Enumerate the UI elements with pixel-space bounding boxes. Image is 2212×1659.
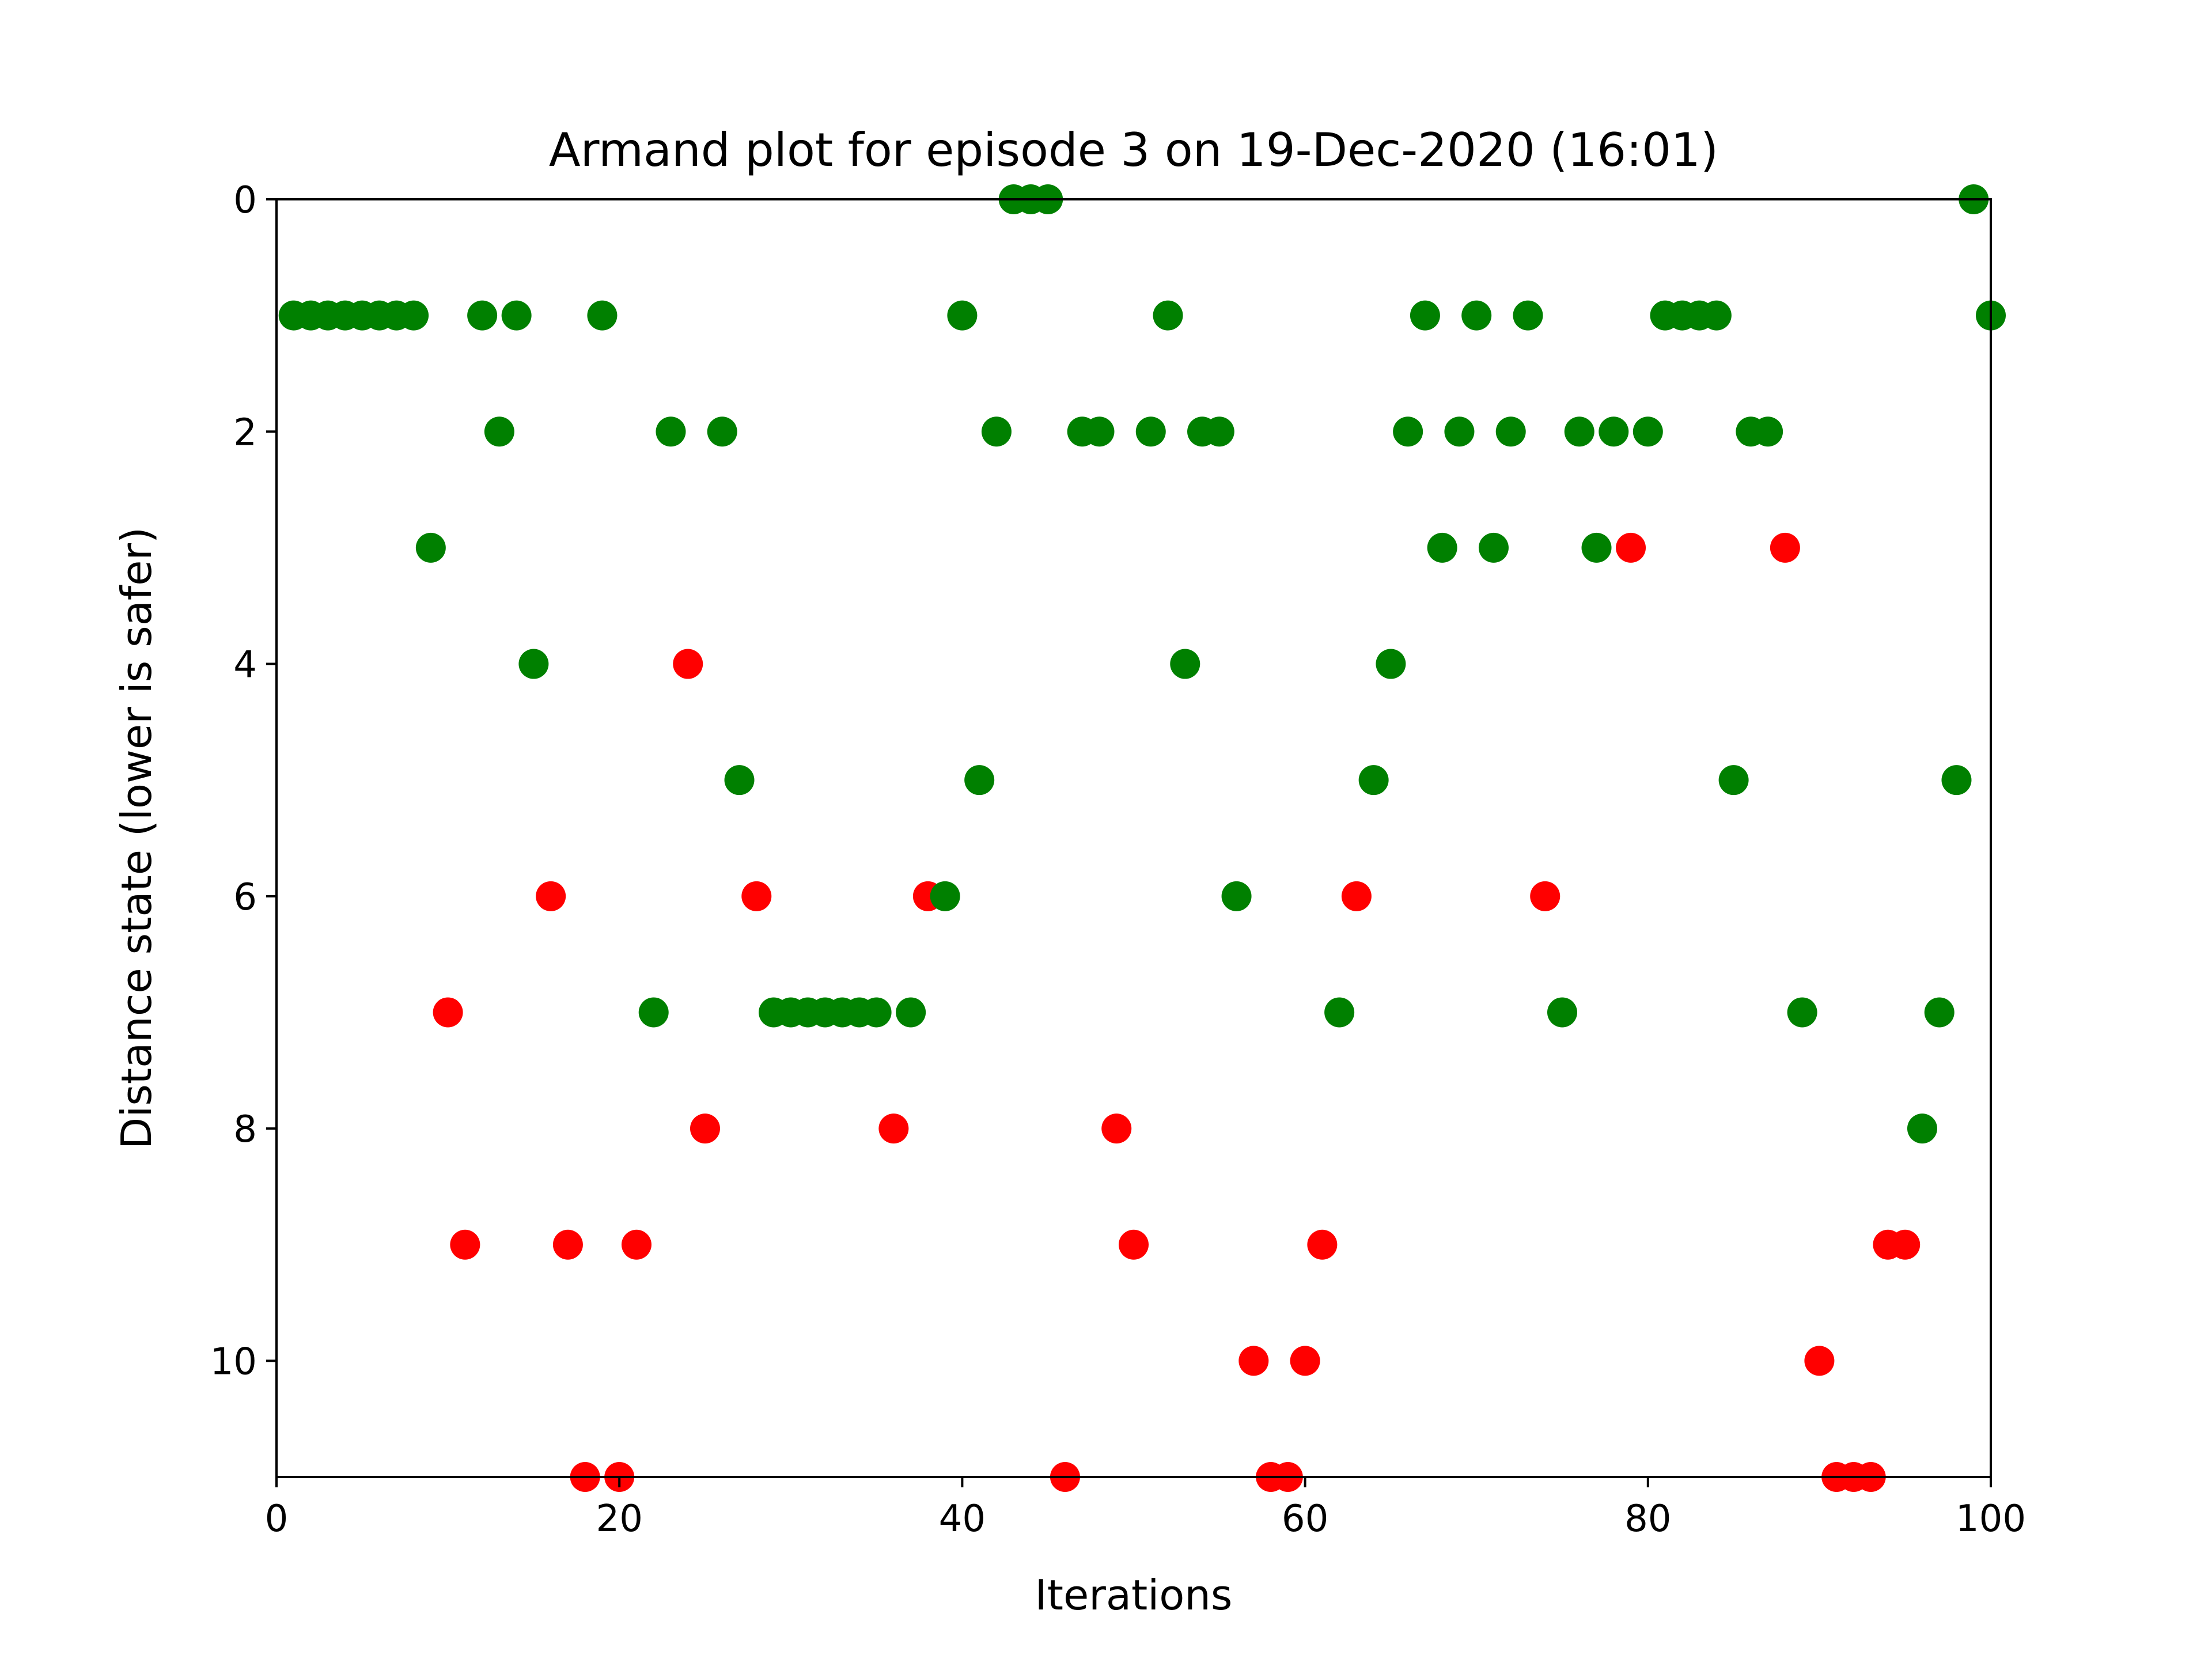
data-point-green <box>1358 765 1389 796</box>
data-point-green <box>1718 765 1749 796</box>
data-point-green <box>1376 649 1406 679</box>
data-point-red <box>1770 532 1800 563</box>
data-point-green <box>1599 416 1629 447</box>
y-tick-label: 6 <box>233 876 257 919</box>
data-point-green <box>1084 416 1115 447</box>
x-tick-label: 20 <box>596 1498 642 1540</box>
data-point-red <box>1119 1229 1149 1260</box>
data-point-red <box>1804 1346 1835 1376</box>
data-point-green <box>1633 416 1663 447</box>
data-point-red <box>878 1113 909 1144</box>
x-axis-label: Iterations <box>1035 1571 1233 1619</box>
data-point-green <box>861 997 892 1028</box>
data-point-red <box>1341 881 1372 911</box>
data-point-red <box>673 649 703 679</box>
data-point-red <box>1530 881 1560 911</box>
y-tick-label: 8 <box>233 1108 257 1151</box>
data-point-red <box>536 881 566 911</box>
data-point-green <box>1581 532 1612 563</box>
plot-frame <box>275 198 1992 1478</box>
data-point-green <box>1444 416 1475 447</box>
data-point-red <box>1101 1113 1132 1144</box>
data-point-red <box>1890 1229 1921 1260</box>
data-point-green <box>1461 300 1492 331</box>
data-point-green <box>1924 997 1955 1028</box>
data-point-green <box>1787 997 1817 1028</box>
data-point-green <box>1907 1113 1937 1144</box>
data-point-green <box>1564 416 1594 447</box>
y-tick-label: 10 <box>210 1340 257 1383</box>
data-point-green <box>724 765 755 796</box>
data-point-red <box>552 1229 583 1260</box>
data-point-green <box>1941 765 1972 796</box>
data-point-green <box>1135 416 1166 447</box>
data-point-green <box>638 997 669 1028</box>
x-axis-ticks: 0 20 40 60 80 100 <box>265 1477 2026 1540</box>
data-point-red <box>1290 1346 1320 1376</box>
data-point-green <box>484 416 514 447</box>
data-point-green <box>930 881 960 911</box>
x-tick-label: 40 <box>939 1498 986 1540</box>
data-point-green <box>1547 997 1577 1028</box>
data-point-green <box>1170 649 1200 679</box>
data-point-red <box>1616 532 1646 563</box>
data-point-green <box>981 416 1012 447</box>
data-point-red <box>621 1229 652 1260</box>
points-layer <box>278 184 2006 1492</box>
data-point-green <box>1701 300 1732 331</box>
data-point-red <box>433 997 463 1028</box>
chart-title: Armand plot for episode 3 on 19-Dec-2020… <box>549 123 1718 177</box>
data-point-red <box>1238 1346 1269 1376</box>
x-tick-label: 80 <box>1624 1498 1671 1540</box>
data-point-green <box>707 416 737 447</box>
x-tick-label: 60 <box>1282 1498 1328 1540</box>
y-axis-ticks: 0 2 4 6 8 10 <box>210 179 276 1383</box>
data-point-green <box>1204 416 1234 447</box>
data-point-green <box>1393 416 1423 447</box>
data-point-green <box>1753 416 1783 447</box>
y-axis-label: Distance state (lower is safer) <box>112 527 161 1149</box>
data-point-red <box>1307 1229 1338 1260</box>
data-point-green <box>1495 416 1526 447</box>
data-point-green <box>964 765 995 796</box>
data-point-red <box>690 1113 720 1144</box>
data-point-green <box>1324 997 1355 1028</box>
x-tick-label: 100 <box>1956 1498 2026 1540</box>
data-point-red <box>450 1229 480 1260</box>
data-point-green <box>467 300 498 331</box>
data-point-red <box>741 881 772 911</box>
data-point-green <box>415 532 446 563</box>
data-point-green <box>1221 881 1252 911</box>
data-point-green <box>501 300 532 331</box>
x-tick-label: 0 <box>265 1498 289 1540</box>
data-point-green <box>656 416 686 447</box>
data-point-green <box>1153 300 1183 331</box>
y-tick-label: 4 <box>233 644 257 687</box>
y-tick-label: 2 <box>233 411 257 454</box>
data-point-green <box>1427 532 1457 563</box>
y-tick-label: 0 <box>233 179 257 222</box>
data-point-green <box>947 300 978 331</box>
data-point-green <box>518 649 549 679</box>
data-point-green <box>896 997 926 1028</box>
data-point-green <box>1478 532 1509 563</box>
data-point-green <box>587 300 618 331</box>
data-point-green <box>399 300 429 331</box>
data-point-green <box>1513 300 1543 331</box>
data-point-green <box>1410 300 1440 331</box>
